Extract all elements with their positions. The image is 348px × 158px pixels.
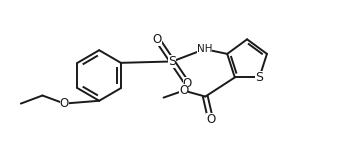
Text: O: O xyxy=(179,84,188,97)
Text: O: O xyxy=(183,77,192,90)
Text: S: S xyxy=(255,71,263,84)
Text: O: O xyxy=(153,33,162,46)
Text: S: S xyxy=(168,55,176,68)
Text: NH: NH xyxy=(197,44,212,54)
Text: O: O xyxy=(60,97,69,110)
Text: O: O xyxy=(206,113,215,126)
